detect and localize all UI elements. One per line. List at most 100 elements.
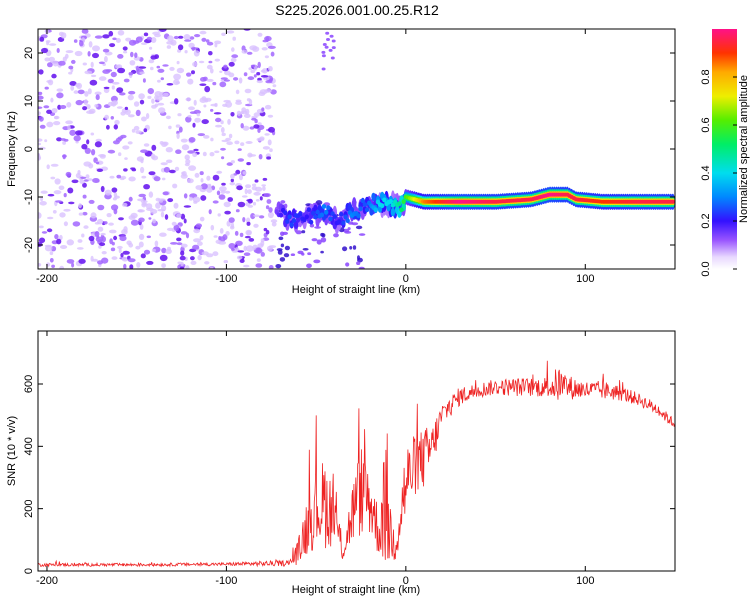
noise-blob (192, 152, 198, 158)
noise-blob (150, 55, 157, 60)
noise-blob (180, 250, 185, 256)
noise-blob (214, 58, 220, 62)
colorbar: 0.0 0.2 0.4 0.6 0.8 Normalized spectral ampl… (700, 29, 750, 277)
noise-blob (226, 30, 235, 34)
signal-cell (358, 206, 363, 212)
noise-blob (123, 226, 128, 233)
noise-blob (180, 213, 186, 220)
noise-blob (172, 183, 178, 189)
noise-blob (52, 60, 59, 67)
noise-blob (116, 106, 123, 109)
noise-blob (309, 223, 315, 228)
noise-blob (169, 66, 175, 71)
noise-blob (257, 122, 262, 126)
noise-blob (90, 61, 94, 68)
noise-blob (208, 60, 213, 64)
noise-blob (84, 147, 91, 154)
noise-blob (87, 51, 91, 57)
noise-blob (143, 249, 151, 255)
noise-blob (38, 116, 44, 122)
noise-blob (68, 201, 75, 205)
noise-blob (243, 264, 250, 268)
noise-blob (46, 228, 53, 233)
noise-blob (316, 239, 322, 245)
noise-blob (107, 78, 114, 84)
noise-blob (58, 60, 66, 66)
noise-blob (63, 221, 68, 227)
noise-blob (49, 251, 54, 256)
noise-blob (39, 201, 47, 206)
signal-cell (306, 207, 312, 213)
figure-title: S225.2026.001.00.25.R12 (275, 2, 439, 18)
noise-blob (245, 184, 252, 189)
noise-blob (223, 79, 230, 82)
signal-cell (390, 207, 396, 217)
noise-blob (48, 56, 55, 63)
noise-blob (49, 43, 57, 46)
signal-cell (315, 209, 320, 215)
signal-cell (343, 214, 348, 220)
noise-blob (193, 99, 197, 106)
noise-blob (141, 42, 148, 45)
noise-blob (59, 234, 63, 241)
noise-blob (357, 255, 360, 261)
noise-blob (210, 108, 214, 112)
noise-blob (221, 182, 226, 186)
noise-blob (162, 191, 169, 196)
noise-blob (148, 217, 152, 220)
signal-cell (345, 218, 350, 224)
noise-blob (234, 140, 240, 145)
noise-blob (128, 176, 136, 182)
noise-blob (124, 157, 128, 160)
noise-blob (106, 213, 112, 218)
noise-blob (206, 41, 214, 46)
noise-blob (168, 169, 176, 174)
noise-blob (114, 119, 120, 125)
noise-blob (138, 93, 145, 100)
signal-cell (352, 197, 357, 211)
noise-blob (122, 250, 130, 255)
noise-blob (210, 224, 215, 231)
noise-blob (160, 211, 165, 218)
noise-blob (162, 92, 169, 97)
noise-blob (254, 118, 258, 124)
noise-blob (59, 212, 66, 218)
noise-blob (321, 50, 326, 54)
noise-blob (157, 79, 161, 83)
noise-blob (184, 39, 192, 42)
noise-blob (165, 115, 171, 120)
noise-blob (216, 170, 223, 174)
noise-blob (136, 262, 141, 268)
noise-blob (315, 200, 323, 206)
signal-cell (401, 199, 406, 204)
noise-blob (59, 105, 67, 109)
noise-blob (220, 120, 224, 125)
noise-blob (130, 219, 139, 226)
noise-blob (112, 81, 120, 85)
noise-blob (200, 77, 207, 82)
signal-cell (670, 199, 675, 204)
noise-blob (246, 162, 251, 166)
noise-blob (248, 238, 255, 242)
noise-blob (345, 262, 350, 267)
noise-blob (187, 150, 196, 154)
noise-blob (264, 133, 270, 136)
colorbar-tick-label: 0.0 (700, 261, 712, 276)
noise-blob (156, 65, 161, 69)
snr-x-ticks: -200 -100 0 100 (36, 331, 594, 587)
noise-blob (120, 253, 124, 258)
noise-blob (272, 84, 277, 88)
noise-blob (38, 212, 42, 219)
noise-blob (193, 228, 201, 234)
noise-blob (86, 104, 91, 110)
noise-blob (139, 71, 145, 75)
noise-blob (188, 42, 195, 49)
noise-blob (311, 238, 318, 242)
noise-blob (115, 38, 121, 43)
noise-blob (111, 187, 118, 193)
noise-blob (44, 57, 50, 62)
snr-y-label: SNR (10 * v/v) (6, 416, 18, 486)
noise-blob (209, 266, 214, 269)
x-tick-label: 100 (576, 273, 594, 285)
noise-blob (257, 128, 261, 133)
